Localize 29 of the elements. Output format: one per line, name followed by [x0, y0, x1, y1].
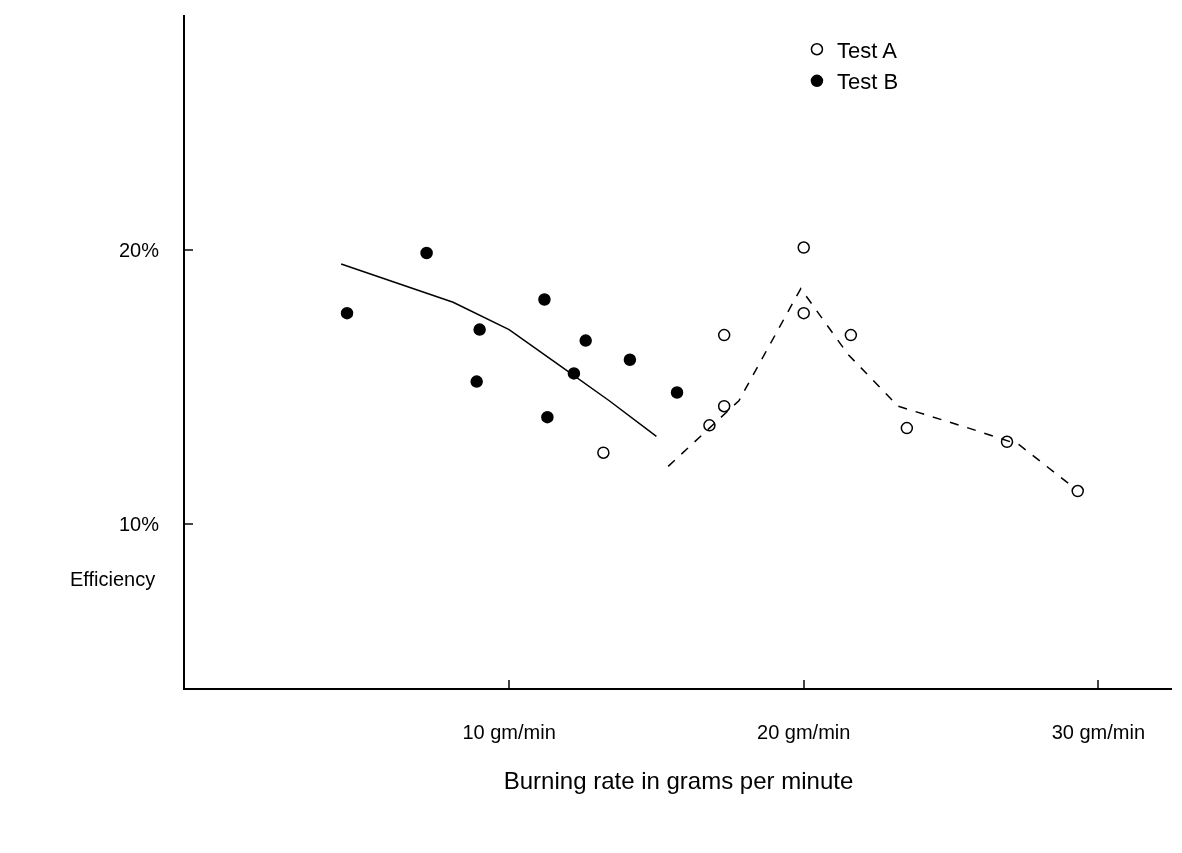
point — [670, 386, 684, 399]
y-tick-label: 10% — [118, 512, 160, 535]
point — [579, 334, 592, 347]
line-series — [340, 263, 658, 438]
x-tick-label: 10 gm/min — [462, 721, 556, 743]
x-tick-label: 20 gm/min — [757, 721, 851, 743]
point — [797, 306, 810, 320]
point — [473, 323, 486, 336]
x-tick-label: 30 gm/min — [1051, 721, 1146, 743]
point — [717, 328, 731, 342]
point — [717, 399, 731, 413]
y-axis-title: Efficiency — [70, 568, 156, 590]
point — [1000, 435, 1014, 449]
legend-label: Test B — [836, 69, 899, 95]
x-axis-title: Burning rate in grams per minute — [503, 766, 854, 794]
point — [420, 246, 433, 260]
legend-label: Test A — [836, 37, 898, 63]
point — [470, 375, 483, 388]
point — [900, 421, 914, 435]
point — [623, 353, 637, 366]
point — [597, 446, 610, 459]
point — [1071, 484, 1084, 498]
point — [538, 293, 551, 306]
point — [797, 241, 810, 254]
point — [541, 410, 554, 424]
point — [703, 419, 716, 432]
point — [340, 306, 354, 320]
y-tick-label: 20% — [118, 239, 160, 262]
point — [844, 328, 858, 342]
